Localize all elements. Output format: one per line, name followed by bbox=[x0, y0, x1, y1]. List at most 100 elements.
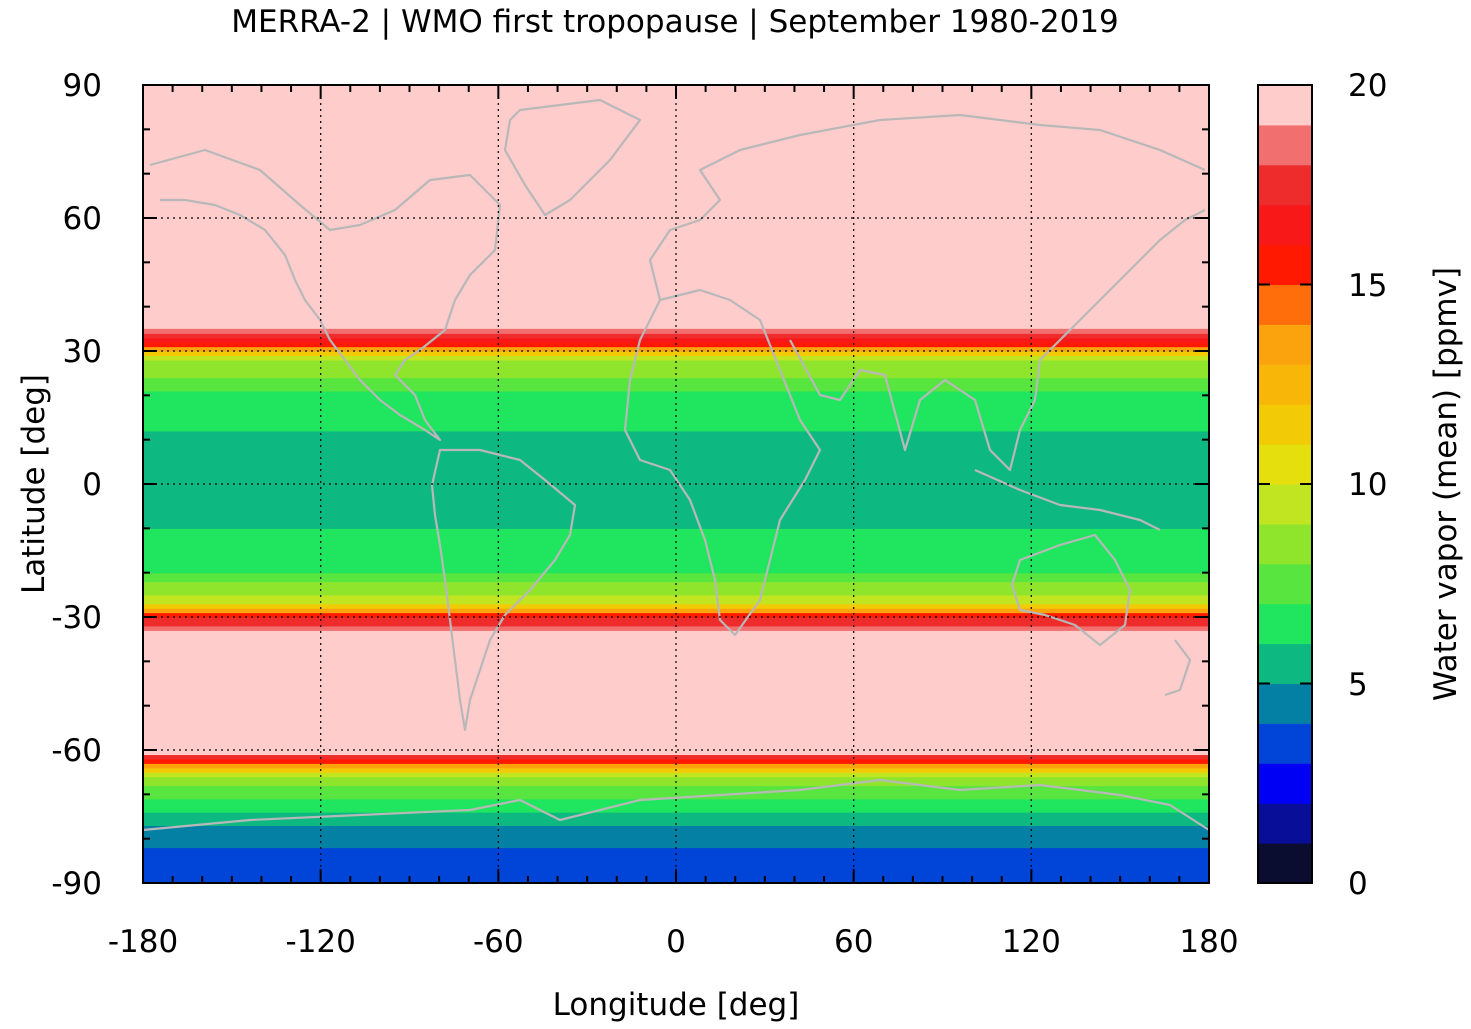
field-band bbox=[143, 492, 1209, 498]
x-axis-label: Longitude [deg] bbox=[553, 987, 800, 1023]
field-band bbox=[143, 559, 1209, 565]
colorbar-segment bbox=[1258, 164, 1312, 206]
field-band bbox=[143, 484, 1209, 490]
field-band bbox=[143, 333, 1209, 339]
y-tick-label-5: -60 bbox=[51, 733, 102, 769]
field-band bbox=[143, 435, 1209, 441]
field-band bbox=[143, 625, 1209, 631]
colorbar-segment bbox=[1258, 723, 1312, 764]
field-band bbox=[143, 612, 1209, 618]
coastline-maritime-continent bbox=[974, 468, 1161, 531]
y-tick-label-2: 30 bbox=[63, 334, 102, 370]
field-band bbox=[143, 621, 1209, 627]
x-tick-label-2: -60 bbox=[473, 924, 524, 960]
field-band bbox=[143, 386, 1209, 392]
field-band bbox=[143, 568, 1209, 574]
coastline-australia bbox=[1010, 533, 1132, 647]
y-axis-label: Latitude [deg] bbox=[16, 374, 52, 594]
field-band bbox=[143, 501, 1209, 507]
field-band bbox=[143, 506, 1209, 512]
field-band bbox=[143, 594, 1209, 600]
colorbar-segment bbox=[1258, 364, 1312, 405]
plot-area bbox=[143, 85, 1209, 883]
colorbar-tick-label-0: 0 bbox=[1348, 866, 1368, 902]
field-band bbox=[143, 488, 1209, 494]
x-tick-label-4: 60 bbox=[834, 924, 873, 960]
coastline-new-zealand bbox=[1164, 639, 1192, 697]
colorbar-tick-label-2: 10 bbox=[1348, 467, 1387, 503]
field-band bbox=[143, 399, 1209, 405]
field-band bbox=[143, 772, 1209, 778]
field-band bbox=[143, 439, 1209, 445]
x-tick-label-1: -120 bbox=[286, 924, 356, 960]
colorbar-ticks bbox=[1258, 84, 1312, 884]
field-band bbox=[143, 860, 1209, 866]
colorbar-segment bbox=[1258, 603, 1312, 645]
field-band bbox=[143, 470, 1209, 476]
field-band bbox=[143, 758, 1209, 764]
field-band bbox=[143, 382, 1209, 388]
x-tick-label-3: 0 bbox=[666, 924, 686, 960]
field-band bbox=[143, 355, 1209, 361]
field-band bbox=[143, 457, 1209, 463]
field-band bbox=[143, 351, 1209, 357]
field-band bbox=[143, 404, 1209, 410]
x-tick-label-0: -180 bbox=[108, 924, 178, 960]
field-band bbox=[143, 843, 1209, 849]
field-band bbox=[143, 865, 1209, 871]
field-band bbox=[143, 421, 1209, 427]
field-band bbox=[143, 572, 1209, 578]
field-band bbox=[143, 466, 1209, 472]
y-tick-label-1: 60 bbox=[63, 201, 102, 237]
colorbar-segment bbox=[1258, 683, 1312, 724]
field-band bbox=[143, 585, 1209, 591]
coastline-eurasia-north bbox=[648, 113, 1206, 301]
field-band bbox=[143, 781, 1209, 787]
colorbar-segment bbox=[1258, 204, 1312, 246]
colorbar-segment bbox=[1258, 763, 1312, 804]
field-band bbox=[143, 510, 1209, 516]
y-tick-label-6: -90 bbox=[51, 866, 102, 902]
field-band bbox=[143, 368, 1209, 374]
field-band bbox=[143, 807, 1209, 813]
x-tick-label-6: 180 bbox=[1179, 924, 1238, 960]
field-band bbox=[143, 856, 1209, 862]
field-band bbox=[143, 789, 1209, 795]
field-band bbox=[143, 829, 1209, 835]
grid-lines bbox=[143, 85, 1209, 883]
field-band bbox=[143, 590, 1209, 596]
y-tick-label-0: 90 bbox=[63, 68, 102, 104]
field-band bbox=[143, 541, 1209, 547]
field-band bbox=[143, 523, 1209, 529]
field-band bbox=[143, 608, 1209, 614]
colorbar-segment bbox=[1258, 85, 1312, 126]
field-band bbox=[143, 337, 1209, 343]
coastline-antarctica bbox=[143, 778, 1209, 832]
colorbar-segment bbox=[1258, 803, 1312, 844]
coastlines bbox=[143, 98, 1209, 832]
field-band bbox=[143, 519, 1209, 525]
colorbar-segment bbox=[1258, 523, 1312, 565]
colorbar-segment bbox=[1258, 284, 1312, 325]
colorbar-segment bbox=[1258, 324, 1312, 365]
colorbar-tick-label-3: 15 bbox=[1348, 268, 1387, 304]
colorbar-label: Water vapor (mean) [ppmv] bbox=[1428, 267, 1464, 701]
field-band bbox=[143, 452, 1209, 458]
coastline-greenland bbox=[503, 98, 642, 217]
field-band bbox=[143, 776, 1209, 782]
colorbar-segment bbox=[1258, 244, 1312, 285]
x-tick-label-5: 120 bbox=[1002, 924, 1061, 960]
colorbar-segment bbox=[1258, 563, 1312, 605]
coastline-europe-africa bbox=[623, 288, 822, 637]
field-band bbox=[143, 373, 1209, 379]
colorbar-segment bbox=[1258, 843, 1312, 884]
field-band bbox=[143, 417, 1209, 423]
field-band bbox=[143, 812, 1209, 818]
field-band bbox=[143, 554, 1209, 560]
field-band bbox=[143, 390, 1209, 396]
field-band bbox=[143, 798, 1209, 804]
coastline-south-america bbox=[430, 448, 577, 732]
field-band bbox=[143, 825, 1209, 831]
coastline-asia-south bbox=[789, 209, 1206, 472]
